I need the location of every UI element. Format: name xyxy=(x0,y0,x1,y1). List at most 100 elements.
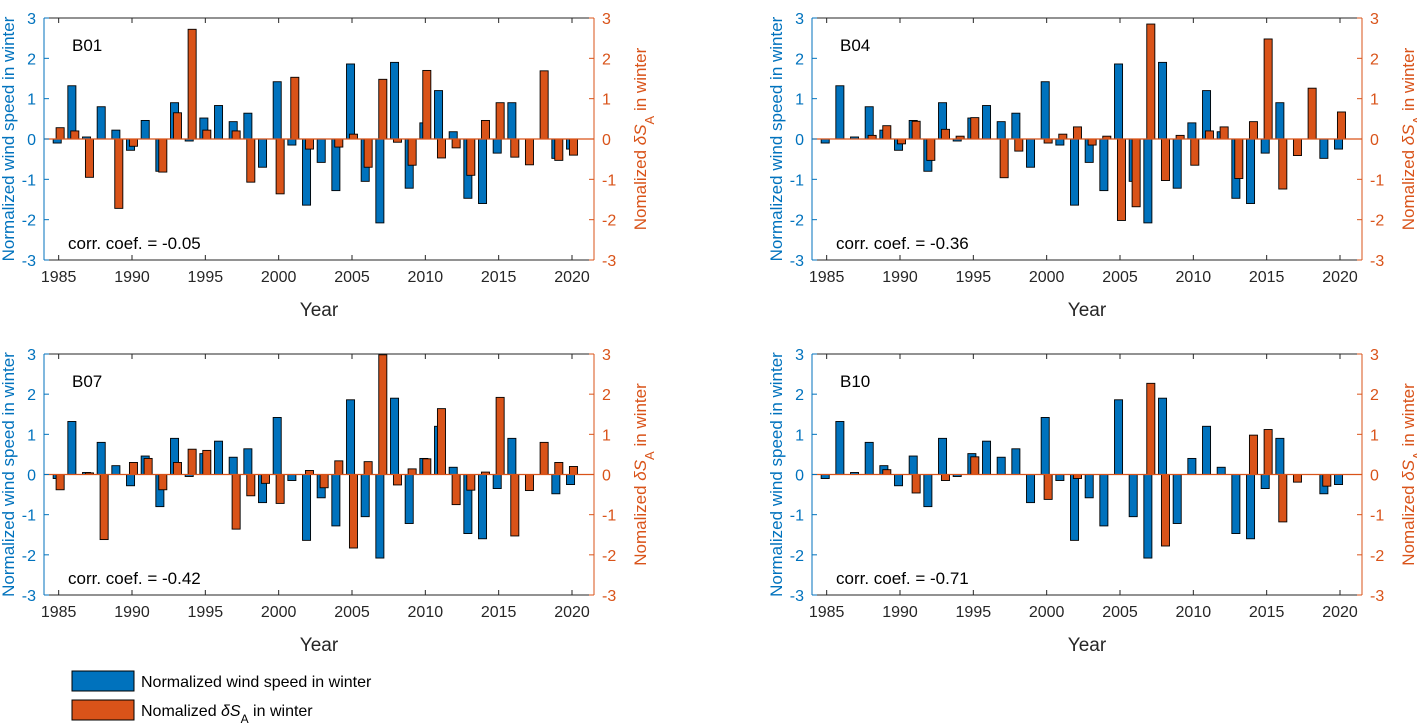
y-tick-label-right: 0 xyxy=(602,132,611,149)
y-tick-label-right: 2 xyxy=(602,387,611,404)
salinity-bar-2019 xyxy=(1322,474,1332,487)
wind-bar-2001 xyxy=(1055,138,1065,146)
y-tick-label-right: -1 xyxy=(1370,508,1384,525)
y-tick-label-left: -2 xyxy=(790,213,804,230)
x-tick-label: 2005 xyxy=(334,604,370,621)
salinity-bar-2018 xyxy=(539,441,549,475)
panel-label: B01 xyxy=(72,36,102,55)
y-tick-label-left: 2 xyxy=(27,387,36,404)
x-tick-label: 2015 xyxy=(481,269,517,286)
x-tick-label: 1985 xyxy=(809,269,845,286)
salinity-bar-2005 xyxy=(348,474,358,549)
y-tick-label-right: -2 xyxy=(602,213,616,230)
salinity-bar-2013 xyxy=(466,474,476,491)
y-tick-label-left: -1 xyxy=(22,508,36,525)
salinity-bar-1990 xyxy=(896,138,906,145)
salinity-bar-1986 xyxy=(70,130,80,140)
salinity-bar-2019 xyxy=(554,462,564,475)
label-prefix: Nomalized xyxy=(1399,145,1417,230)
salinity-bar-2020 xyxy=(568,466,578,475)
label-subscript: A xyxy=(1410,115,1417,124)
wind-bar-2007 xyxy=(375,138,385,224)
y-tick-label-right: -1 xyxy=(602,172,616,189)
x-tick-label: 2020 xyxy=(554,269,590,286)
label-suffix: in winter xyxy=(1399,47,1417,115)
wind-bar-2015 xyxy=(1260,474,1270,490)
salinity-bar-1995 xyxy=(202,449,212,475)
panel-b04: 1985 1990 1995 2000 2005 2010 2015 2020-3 -3-2 -2… xyxy=(767,11,1417,321)
salinity-bar-2018 xyxy=(1307,87,1317,140)
label-symbol: δS xyxy=(1399,124,1417,145)
wind-bar-1986 xyxy=(835,421,845,475)
y-tick-label-left: -3 xyxy=(22,253,36,270)
corr-coef: corr. coef. = -0.42 xyxy=(68,569,201,588)
y-tick-label-right: 3 xyxy=(602,347,611,364)
y-tick-label-right: -2 xyxy=(602,548,616,565)
label-subscript: A xyxy=(241,712,249,724)
salinity-bar-1995 xyxy=(970,456,980,475)
salinity-bar-1993 xyxy=(172,112,182,140)
salinity-bar-2014 xyxy=(1248,434,1258,475)
wind-bar-2002 xyxy=(302,474,312,541)
wind-bar-1985 xyxy=(820,138,830,144)
wind-bar-1997 xyxy=(996,456,1006,475)
corr-coef: corr. coef. = -0.36 xyxy=(836,234,969,253)
wind-bar-2019 xyxy=(1319,138,1329,159)
wind-bar-2005 xyxy=(346,63,356,140)
label-symbol: δS xyxy=(631,459,650,480)
x-tick-label: 2005 xyxy=(334,269,370,286)
salinity-bar-2017 xyxy=(1292,138,1302,156)
wind-bar-2000 xyxy=(272,417,282,475)
salinity-bar-2007 xyxy=(1146,382,1156,475)
salinity-bar-2015 xyxy=(495,396,505,475)
y-tick-label-left: -1 xyxy=(790,508,804,525)
salinity-bar-2016 xyxy=(510,138,520,158)
salinity-bar-1995 xyxy=(202,129,212,140)
y-axis-label-right: Nomalized δSA in winter xyxy=(631,47,657,230)
salinity-bar-2012 xyxy=(1219,126,1229,140)
salinity-bar-1992 xyxy=(926,138,936,161)
wind-bar-2007 xyxy=(1143,138,1153,224)
x-tick-label: 2010 xyxy=(1176,604,1212,621)
y-tick-label-left: -2 xyxy=(22,548,36,565)
wind-bar-2006 xyxy=(360,474,370,518)
salinity-bar-1997 xyxy=(231,130,241,140)
wind-bar-1996 xyxy=(982,105,992,140)
y-tick-label-left: 1 xyxy=(795,92,804,109)
x-tick-label: 1985 xyxy=(41,269,77,286)
salinity-bar-2009 xyxy=(407,468,417,475)
x-tick-label: 2010 xyxy=(408,269,444,286)
panel-label: B10 xyxy=(840,372,870,391)
wind-bar-1986 xyxy=(835,85,845,140)
corr-coef: corr. coef. = -0.05 xyxy=(68,234,201,253)
y-tick-label-left: 0 xyxy=(795,132,804,149)
label-prefix: Nomalized xyxy=(1399,481,1417,566)
wind-bar-2016 xyxy=(1275,437,1285,475)
salinity-bar-2004 xyxy=(334,460,344,475)
wind-bar-1996 xyxy=(982,440,992,475)
salinity-bar-2013 xyxy=(1234,138,1244,179)
salinity-bar-2015 xyxy=(1263,38,1273,140)
salinity-bar-1992 xyxy=(158,474,168,491)
y-tick-label-left: 1 xyxy=(795,427,804,444)
panel-b10: 1985 1990 1995 2000 2005 2010 2015 2020-3 -3-2 -2… xyxy=(767,347,1417,656)
salinity-bar-2012 xyxy=(451,474,461,506)
salinity-bar-2004 xyxy=(334,138,344,148)
wind-bar-2020 xyxy=(1334,138,1344,150)
wind-bar-2004 xyxy=(1099,474,1109,527)
y-tick-label-left: 0 xyxy=(27,132,36,149)
x-axis-label: Year xyxy=(1068,300,1107,321)
y-tick-label-right: 1 xyxy=(602,427,611,444)
x-tick-label: 2015 xyxy=(1249,604,1285,621)
salinity-bar-1985 xyxy=(55,127,65,140)
wind-bar-1998 xyxy=(243,112,253,140)
wind-bar-1991 xyxy=(908,455,918,475)
x-tick-label: 1985 xyxy=(41,604,77,621)
x-tick-label: 2000 xyxy=(1029,269,1065,286)
wind-bar-2000 xyxy=(1040,81,1050,140)
salinity-bar-2016 xyxy=(510,474,520,537)
wind-bar-2010 xyxy=(1187,457,1197,475)
wind-bar-2009 xyxy=(1172,138,1182,189)
wind-bar-2011 xyxy=(434,90,444,140)
